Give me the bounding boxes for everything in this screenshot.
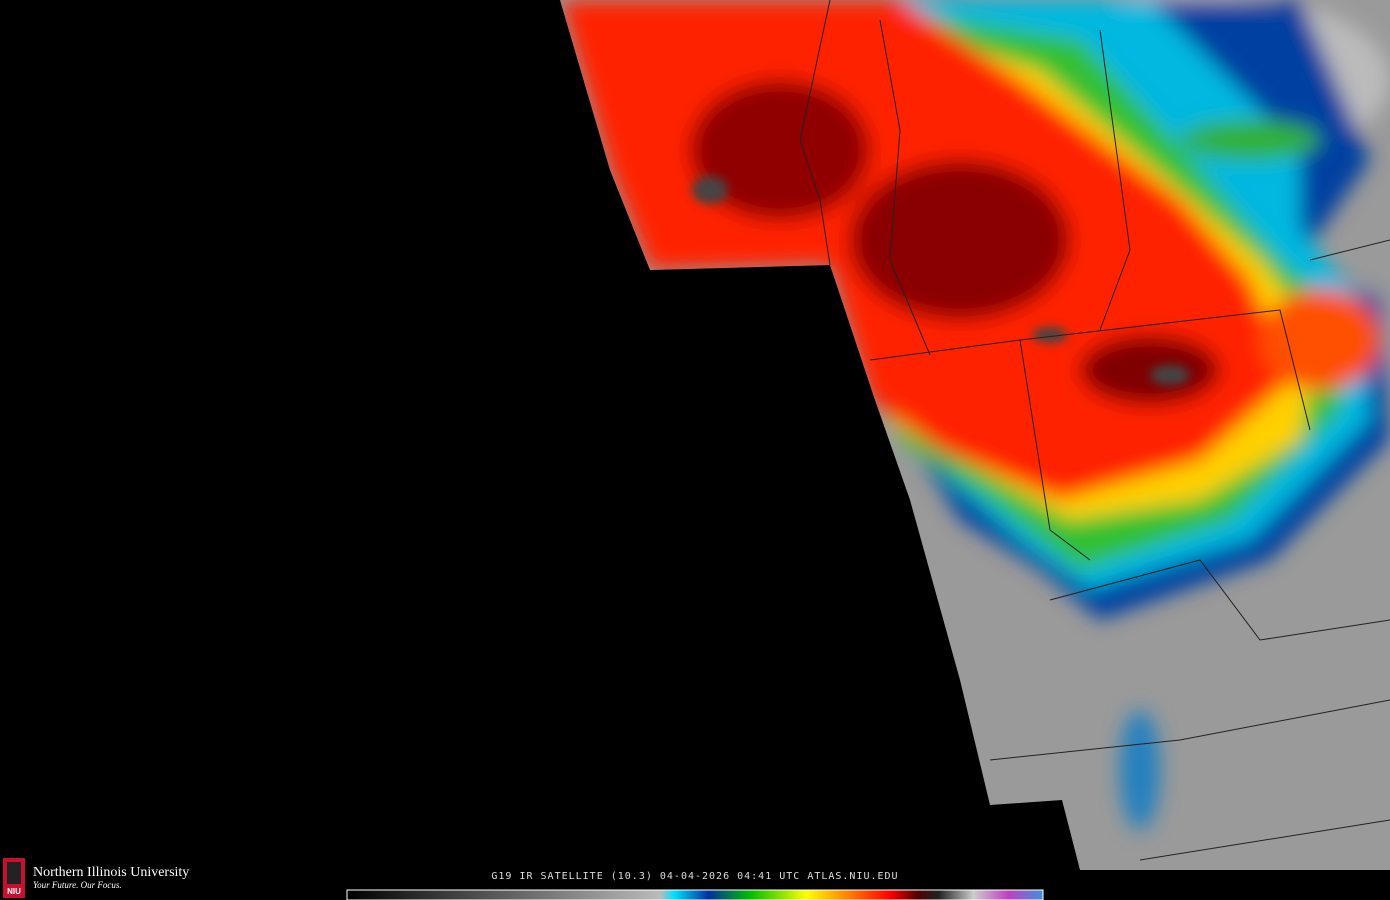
caption: G19 IR SATELLITE (10.3) 04-04-2026 04:41… — [491, 871, 898, 882]
university-name: Northern Illinois University — [33, 865, 189, 880]
logo: NIU — [3, 858, 25, 898]
logo-text: NIU — [7, 887, 21, 896]
tagline: Your Future. Our Focus. — [33, 880, 122, 890]
imagery — [560, 0, 1390, 870]
boundaries — [799, 0, 1390, 861]
color-scale — [346, 889, 1044, 900]
